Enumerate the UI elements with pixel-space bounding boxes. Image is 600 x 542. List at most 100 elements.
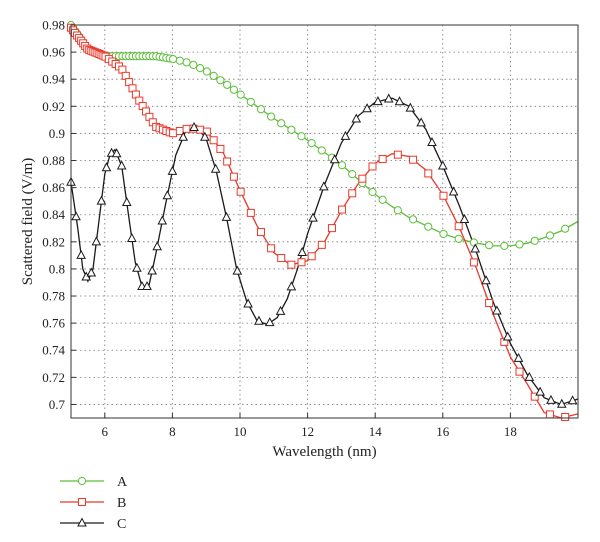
data-point-b <box>393 150 402 159</box>
data-point-c <box>147 265 157 275</box>
data-point-c <box>383 93 394 103</box>
data-point-a <box>545 231 555 240</box>
y-tick-label: 0.82 <box>42 234 65 249</box>
data-point-c <box>405 102 416 112</box>
data-point-a <box>439 229 448 239</box>
y-tick-label: 0.74 <box>42 343 65 358</box>
data-point-c <box>121 196 132 207</box>
data-point-a <box>209 71 218 80</box>
x-tick-label: 6 <box>102 424 109 439</box>
data-point-a <box>229 85 239 94</box>
data-point-c <box>167 165 178 175</box>
data-point-c <box>448 186 459 196</box>
legend-marker-c <box>77 517 87 527</box>
data-point-c <box>91 236 102 246</box>
x-tick-label: 18 <box>504 424 517 439</box>
data-point-b <box>368 162 377 171</box>
data-point-c <box>502 331 513 341</box>
data-point-b <box>267 244 276 253</box>
y-tick-label: 0.88 <box>42 153 65 168</box>
data-point-b <box>378 155 387 164</box>
data-point-b <box>515 367 524 376</box>
data-point-a <box>530 236 539 245</box>
y-tick-label: 0.76 <box>42 316 65 331</box>
y-axis-label: Scattered field (V/m) <box>20 158 36 285</box>
data-point-c <box>437 160 448 170</box>
data-point-a <box>168 54 178 64</box>
data-point-b <box>317 240 326 249</box>
plot-frame <box>70 24 579 419</box>
legend-label-c: C <box>117 517 126 532</box>
y-tick-label: 0.7 <box>49 397 66 412</box>
data-point-a <box>561 224 570 233</box>
data-point-c <box>340 130 351 140</box>
data-point-b <box>358 174 367 183</box>
data-point-b <box>202 127 211 136</box>
data-point-c <box>308 212 318 222</box>
legend-label-a: A <box>117 475 128 490</box>
data-point-a <box>337 161 347 170</box>
data-point-b <box>327 224 336 233</box>
data-point-a <box>378 195 387 204</box>
data-point-a <box>236 90 245 99</box>
data-point-a <box>485 241 494 250</box>
data-point-a <box>189 60 198 69</box>
grid-lines <box>71 24 578 418</box>
data-point-a <box>202 67 211 76</box>
data-point-a <box>408 215 418 224</box>
x-tick-label: 12 <box>301 424 314 439</box>
series-line-b <box>70 27 579 419</box>
data-point-c <box>157 215 168 225</box>
data-point-c <box>178 131 189 141</box>
data-point-c <box>127 232 137 242</box>
y-tick-label: 0.8 <box>49 261 65 276</box>
legend-marker-a <box>77 476 87 486</box>
data-point-c <box>221 211 232 221</box>
data-point-a <box>424 222 433 231</box>
data-point-c <box>152 241 163 251</box>
data-point-c <box>492 305 502 315</box>
data-point-b <box>409 155 418 164</box>
legend: ABC <box>60 475 128 532</box>
data-point-c <box>275 305 286 315</box>
data-point-b <box>246 208 255 217</box>
data-point-a <box>515 240 524 249</box>
data-point-a <box>196 64 205 73</box>
data-point-a <box>307 139 316 148</box>
x-tick-label: 16 <box>436 424 450 439</box>
x-tick-label: 8 <box>169 424 176 439</box>
data-point-b <box>297 258 306 267</box>
data-point-b <box>485 299 494 308</box>
data-point-b <box>348 189 357 198</box>
data-point-a <box>500 241 509 250</box>
data-point-b <box>223 157 232 166</box>
data-point-a <box>182 58 191 67</box>
y-tick-label: 0.84 <box>42 207 65 222</box>
data-point-c <box>427 136 437 147</box>
data-point-a <box>223 80 232 89</box>
data-point-c <box>254 315 264 325</box>
data-point-a <box>317 146 326 155</box>
data-point-c <box>546 394 556 404</box>
data-point-c <box>351 113 362 123</box>
data-point-c <box>329 154 340 164</box>
data-point-c <box>86 267 97 277</box>
data-point-b <box>469 258 478 267</box>
y-tick-label: 0.9 <box>49 126 65 141</box>
data-point-c <box>71 211 81 221</box>
data-point-c <box>76 249 86 259</box>
data-point-c <box>524 371 535 381</box>
data-point-b <box>545 410 554 419</box>
data-point-b <box>338 205 347 214</box>
data-point-c <box>556 398 567 408</box>
data-point-b <box>169 129 178 138</box>
data-point-c <box>96 195 107 205</box>
data-point-b <box>439 191 448 200</box>
data-point-c <box>297 246 308 256</box>
data-point-c <box>210 163 221 173</box>
data-point-a <box>454 234 463 243</box>
data-point-a <box>348 170 357 179</box>
axis-ticks: 6 8 10 12 14 16 18 0.7 0.72 0.74 0.76 0.78 0.8 0.82 0.… <box>42 18 517 440</box>
data-point-c <box>373 96 383 106</box>
data-point-c <box>535 386 545 396</box>
